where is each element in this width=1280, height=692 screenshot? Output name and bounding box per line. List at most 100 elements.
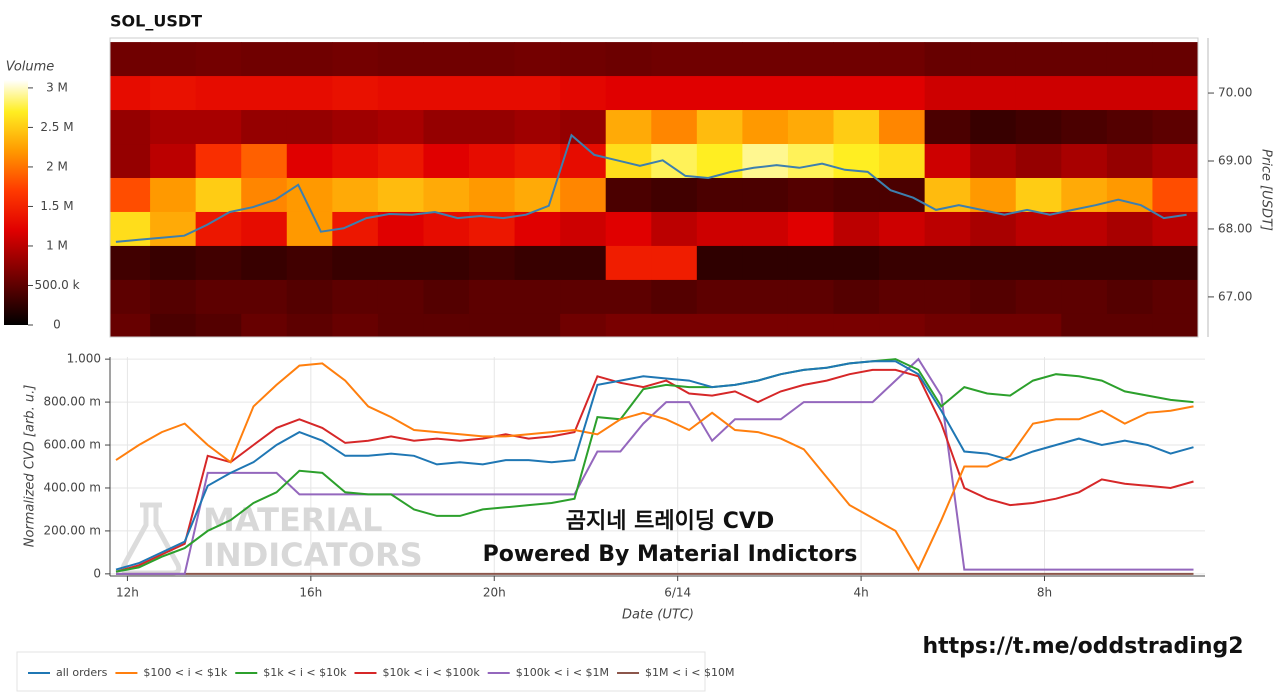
heatmap-cell (696, 211, 743, 247)
heatmap-cell (423, 245, 470, 281)
x-tick-label: 20h (483, 586, 506, 600)
legend-label: $10k < i < $100k (382, 666, 480, 679)
heatmap-cell (423, 313, 470, 337)
heatmap-cell (150, 42, 197, 77)
heatmap-cell (1152, 76, 1198, 111)
heatmap-cell (195, 177, 242, 213)
colorbar-tick-label: 1.5 M (40, 199, 73, 213)
heatmap-cell (560, 211, 607, 247)
heatmap-cell (970, 245, 1017, 281)
legend-label: all orders (56, 666, 108, 679)
heatmap-cell (1152, 245, 1198, 281)
legend-item[interactable]: all orders (28, 666, 108, 679)
heatmap-cell (696, 110, 743, 145)
heatmap-cell (195, 144, 242, 179)
heatmap-cell (833, 279, 880, 315)
heatmap-cell (1106, 110, 1153, 145)
heatmap-cell (924, 144, 971, 179)
heatmap-cell (1061, 110, 1108, 145)
heatmap-cell (1152, 110, 1198, 145)
legend-item[interactable]: $100 < i < $1k (115, 666, 228, 679)
heatmap-cell (514, 110, 561, 145)
heatmap-cell (286, 245, 333, 281)
heatmap-cell (787, 76, 835, 111)
heatmap-cell (1015, 245, 1062, 281)
legend-label: $1k < i < $10k (263, 666, 347, 679)
heatmap-cell (286, 279, 333, 315)
heatmap-cell (787, 144, 835, 179)
heatmap-cell (696, 42, 743, 77)
heatmap-cell (696, 245, 743, 281)
legend-item[interactable]: $1k < i < $10k (235, 666, 347, 679)
heatmap-cell (1152, 177, 1198, 213)
heatmap-cell (1015, 110, 1062, 145)
heatmap-cell (651, 110, 698, 145)
heatmap-cell (1061, 245, 1108, 281)
x-tick-label: 8h (1037, 586, 1052, 600)
annotation: Powered By Material Indictors (483, 542, 858, 567)
heatmap-cell (286, 313, 333, 337)
heatmap-cell (514, 76, 561, 111)
heatmap-cell (924, 76, 971, 111)
heatmap-cell (1015, 313, 1062, 337)
heatmap-cell (651, 42, 698, 77)
x-tick-label: 16h (299, 586, 322, 600)
heatmap-cell (787, 110, 835, 145)
heatmap-cell (787, 313, 835, 337)
heatmap-cell (879, 42, 926, 77)
heatmap-cell (742, 211, 789, 247)
y-tick-label: 0 (93, 566, 101, 580)
heatmap-cell (514, 144, 561, 179)
heatmap-cell (514, 313, 561, 337)
heatmap-cell (286, 144, 333, 179)
heatmap-cell (110, 144, 151, 179)
y-tick-label: 1.000 (67, 352, 101, 366)
colorbar (4, 80, 28, 325)
heatmap-cell (560, 313, 607, 337)
heatmap-cell (195, 245, 242, 281)
heatmap-cell (150, 245, 197, 281)
heatmap-cell (651, 177, 698, 213)
heatmap-cell (833, 76, 880, 111)
heatmap-cell (286, 76, 333, 111)
heatmap-cell (879, 110, 926, 145)
colorbar-tick-label: 2.5 M (40, 120, 73, 134)
heatmap-cell (742, 313, 789, 337)
heatmap-cell (514, 211, 561, 247)
heatmap-cell (195, 76, 242, 111)
heatmap-cell (787, 42, 835, 77)
legend-label: $100 < i < $1k (143, 666, 227, 679)
heatmap-cell (924, 313, 971, 337)
heatmap-cell (1106, 313, 1153, 337)
heatmap-cell (150, 313, 197, 337)
heatmap-cell (110, 76, 151, 111)
heatmap-cell (377, 144, 424, 179)
legend-item[interactable]: $100k < i < $1M (487, 666, 609, 679)
y-tick-label: 68.00 (1218, 221, 1252, 235)
heatmap-cell (1106, 42, 1153, 77)
heatmap-cell (286, 42, 333, 77)
heatmap-cell (833, 245, 880, 281)
heatmap-cell (1015, 42, 1062, 77)
heatmap-cell (1061, 211, 1108, 247)
heatmap-cell (110, 42, 151, 77)
y-tick-label: 800.00 m (44, 395, 102, 409)
heatmap-cell (970, 211, 1017, 247)
heatmap-cell (651, 76, 698, 111)
heatmap-cell (377, 177, 424, 213)
cvd-line (115, 358, 1194, 573)
heatmap-cell (332, 110, 379, 145)
price-line (115, 133, 1187, 243)
heatmap-cell (423, 76, 470, 111)
heatmap-cell (1015, 279, 1062, 315)
heatmap-cell (423, 42, 470, 77)
heatmap-cell (514, 177, 561, 213)
legend-item[interactable]: $1M < i < $10M (617, 666, 734, 679)
colorbar-label: Volume (6, 60, 55, 75)
legend-item[interactable]: $10k < i < $100k (354, 666, 480, 679)
heatmap-cell (1061, 144, 1108, 179)
heatmap-cell (241, 144, 288, 179)
heatmap-cell (651, 245, 698, 281)
